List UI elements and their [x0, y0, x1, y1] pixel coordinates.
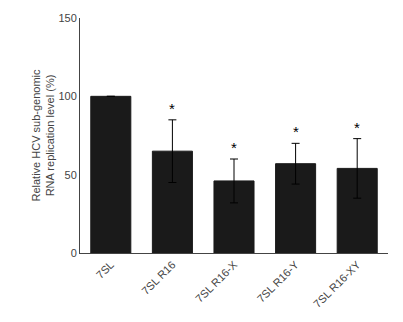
svg-text:Relative HCV sub-genomicRNA re: Relative HCV sub-genomicRNA replication …	[30, 69, 56, 202]
svg-text:7SL R16-Y: 7SL R16-Y	[255, 258, 302, 305]
svg-text:*: *	[169, 100, 175, 117]
svg-text:0: 0	[71, 247, 77, 259]
svg-text:150: 150	[58, 12, 76, 24]
svg-text:7SL: 7SL	[94, 259, 116, 281]
svg-text:50: 50	[65, 169, 77, 181]
svg-text:*: *	[293, 123, 299, 140]
svg-text:7SL R16: 7SL R16	[139, 259, 177, 297]
svg-text:*: *	[354, 119, 360, 136]
svg-text:100: 100	[58, 90, 76, 102]
svg-text:*: *	[231, 139, 237, 156]
svg-text:7SL R16-XY: 7SL R16-XY	[311, 258, 363, 310]
svg-text:7SL R16-X: 7SL R16-X	[193, 258, 240, 305]
